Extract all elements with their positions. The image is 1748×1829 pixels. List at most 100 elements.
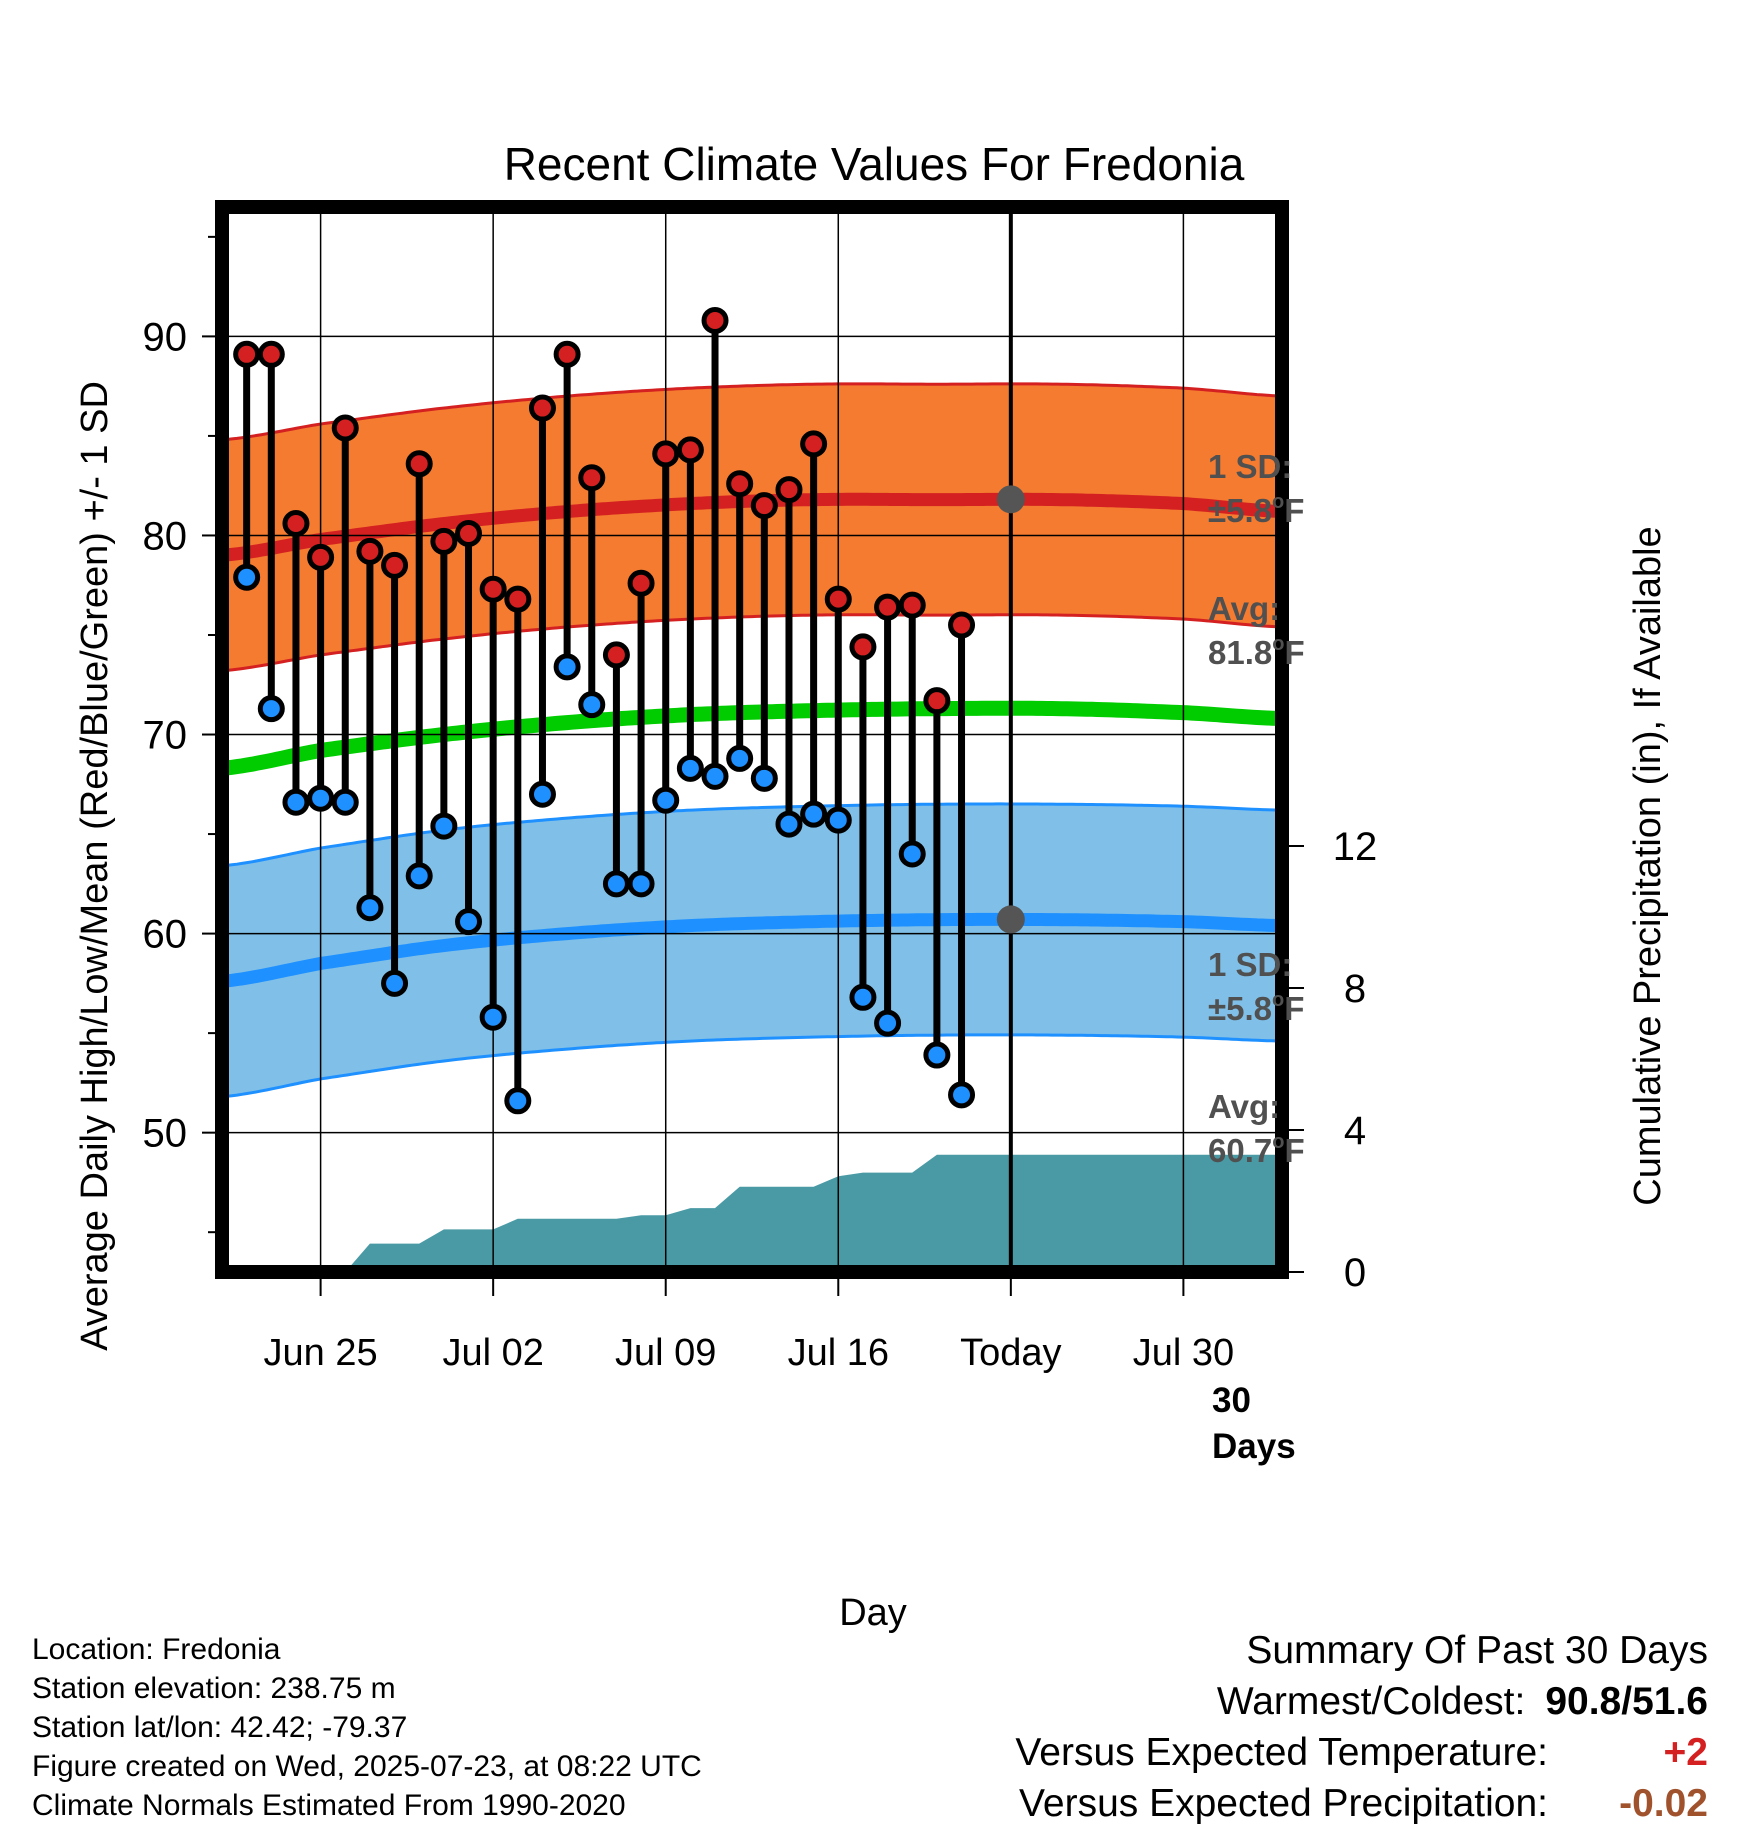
low-average-line: [221, 912, 1283, 988]
info-elevation: Station elevation: 238.75 m: [32, 1672, 396, 1705]
daily-high-point: [578, 464, 606, 492]
daily-high-point: [800, 430, 828, 458]
daily-low-point: [602, 870, 630, 898]
info-normals: Climate Normals Estimated From 1990-2020: [32, 1789, 626, 1822]
x-tick-label: Today: [960, 1332, 1061, 1374]
daily-low-point: [455, 908, 483, 936]
daily-low-point: [307, 784, 335, 812]
chart-title: Recent Climate Values For Fredonia: [504, 138, 1245, 190]
precipitation-area: [222, 1154, 1282, 1272]
daily-low-point: [874, 1009, 902, 1037]
daily-low-point: [331, 788, 359, 816]
daily-low-point: [701, 762, 729, 790]
y2-tick-label: 0: [1344, 1251, 1366, 1295]
x-tick-label: Jul 30: [1133, 1332, 1234, 1374]
axis-ticks: 50 60 70 80 90 0 4 8 12 Jun 25 Jul 02 Jul 09 Jul 16 T…: [143, 235, 1378, 1374]
x-tick-label: Jul 09: [615, 1332, 716, 1374]
daily-low-point: [750, 764, 778, 792]
low-sd-lower-edge: [221, 1033, 1283, 1099]
info-latlon: Station lat/lon: 42.42; -79.37: [32, 1711, 408, 1744]
warmest-coldest-value: 90.8/51.6: [1545, 1680, 1708, 1723]
info-location: Location: Fredonia: [32, 1633, 281, 1666]
y-tick-label: 70: [143, 714, 188, 758]
y-tick-label: 90: [143, 315, 188, 359]
x-axis-label: Day: [839, 1592, 907, 1634]
daily-low-point: [233, 563, 261, 591]
x-tick-label: Jul 16: [788, 1332, 889, 1374]
daily-low-point: [282, 788, 310, 816]
daily-low-point: [923, 1041, 951, 1069]
daily-low-point: [257, 695, 285, 723]
daily-high-point: [307, 543, 335, 571]
daily-high-point: [652, 440, 680, 468]
summary-warmest-coldest: Warmest/Coldest: 90.8/51.6: [1015, 1676, 1708, 1727]
daily-stems: [243, 320, 966, 1101]
daily-high-point: [701, 306, 729, 334]
days-annotation: 30 Days: [1212, 1381, 1296, 1466]
summary-versus-precip: Versus Expected Precipitation: -0.02: [1015, 1778, 1708, 1829]
high-avg-label: Avg:: [1208, 590, 1280, 627]
daily-high-point: [602, 641, 630, 669]
x-tick-label: Jun 25: [264, 1332, 378, 1374]
low-sd-upper-edge: [221, 802, 1283, 868]
daily-high-point: [381, 551, 409, 579]
days-word: Days: [1212, 1427, 1296, 1466]
daily-high-point: [455, 519, 483, 547]
daily-high-point: [923, 687, 951, 715]
y-tick-label: 50: [143, 1112, 188, 1156]
info-created: Figure created on Wed, 2025-07-23, at 08…: [32, 1750, 702, 1783]
summary-versus-temp: Versus Expected Temperature: +2: [1015, 1727, 1708, 1778]
daily-high-point: [750, 492, 778, 520]
summary-panel: Summary Of Past 30 Days Warmest/Coldest:…: [1015, 1625, 1708, 1829]
daily-low-point: [676, 754, 704, 782]
mean-average-line: [221, 700, 1283, 776]
daily-low-point: [652, 786, 680, 814]
daily-low-point: [553, 653, 581, 681]
daily-high-point: [282, 510, 310, 538]
daily-high-point: [874, 593, 902, 621]
daily-dots: [233, 306, 976, 1115]
versus-temp-label: Versus Expected Temperature:: [1015, 1731, 1548, 1774]
versus-temp-value: +2: [1663, 1731, 1708, 1774]
y2-tick-label: 12: [1333, 825, 1378, 869]
high-normal-annotation: 1 SD: ±5.8oF Avg: 81.8oF: [1208, 448, 1305, 671]
versus-precip-value: -0.02: [1619, 1782, 1708, 1825]
y2-tick-label: 4: [1344, 1109, 1366, 1153]
high-sd-upper-edge: [221, 382, 1283, 442]
daily-high-point: [824, 585, 852, 613]
daily-low-point: [479, 1003, 507, 1031]
high-avg-value: 81.8oF: [1208, 633, 1305, 671]
y-axis-label: Average Daily High/Low/Mean (Red/Blue/Gr…: [74, 381, 116, 1351]
daily-high-point: [775, 476, 803, 504]
daily-low-point: [726, 744, 754, 772]
low-sd-value: ±5.8oF: [1208, 989, 1304, 1027]
daily-high-point: [356, 537, 384, 565]
daily-low-point: [528, 780, 556, 808]
low-sd-label: 1 SD:: [1208, 946, 1292, 983]
daily-high-point: [504, 585, 532, 613]
daily-low-point: [504, 1087, 532, 1115]
daily-low-point: [381, 969, 409, 997]
daily-low-point: [948, 1081, 976, 1109]
versus-precip-label: Versus Expected Precipitation:: [1019, 1782, 1548, 1825]
high-sd-label: 1 SD:: [1208, 448, 1292, 485]
plot-border: [215, 200, 1289, 1279]
daily-low-point: [800, 800, 828, 828]
station-info: Location: Fredonia Station elevation: 23…: [32, 1630, 702, 1825]
daily-high-point: [849, 633, 877, 661]
daily-low-point: [405, 862, 433, 890]
daily-high-point: [405, 450, 433, 478]
daily-low-point: [627, 870, 655, 898]
precip-area: [222, 1154, 1282, 1272]
x-tick-label: Jul 02: [442, 1332, 543, 1374]
daily-high-point: [257, 340, 285, 368]
daily-low-point: [824, 806, 852, 834]
daily-low-point: [898, 840, 926, 868]
daily-high-point: [726, 470, 754, 498]
warmest-coldest-label: Warmest/Coldest:: [1216, 1680, 1526, 1723]
normal-bands: [221, 382, 1283, 1099]
y-tick-label: 60: [143, 913, 188, 957]
daily-high-point: [676, 436, 704, 464]
y2-axis-label: Cumulative Precipitation (in), If Availa…: [1627, 526, 1669, 1205]
